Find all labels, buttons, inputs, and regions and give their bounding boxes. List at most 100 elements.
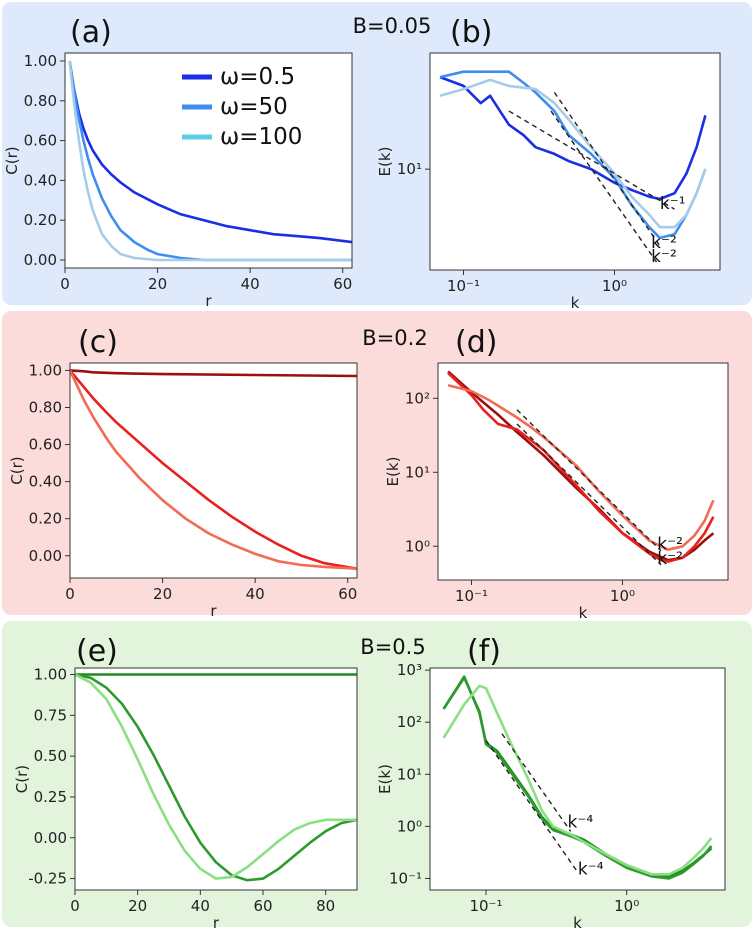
- series-group: [70, 369, 357, 570]
- slope-label-3: k⁻²: [651, 247, 677, 267]
- y-tick-label: 10⁰: [397, 817, 422, 835]
- plot-area: [430, 668, 725, 890]
- y-tick-label: 10⁻¹: [389, 869, 422, 887]
- x-axis-label: r: [210, 602, 217, 620]
- y-tick-label: 1.00: [29, 361, 62, 379]
- x-tick-label: 10⁻¹: [469, 897, 502, 915]
- slope-label-1: k⁻²: [657, 535, 683, 555]
- series-line-1: [68, 60, 352, 244]
- y-tick-label: 10²: [405, 389, 430, 407]
- y-tick-label: 0.40: [29, 473, 62, 491]
- y-axis-label: C(r): [13, 765, 31, 793]
- series-group: [75, 673, 357, 882]
- series-line-2: [447, 372, 715, 563]
- x-tick-label: 20: [148, 275, 167, 293]
- reference-line-2: [553, 91, 661, 247]
- series-line-3: [75, 673, 357, 880]
- slope-label-1: k⁻⁴: [568, 813, 594, 833]
- plot-area: [65, 53, 352, 268]
- chart-e-correlation: 0 20 40 60 80 -0.25 0.00 0.25 0.50 0.75 1.00 r C(r): [13, 666, 358, 929]
- chart-a-correlation: 0 20 40 60 0.00 0.20 0.40 0.60 0.80 1.00 r C(r) ω=0.…: [3, 52, 353, 310]
- y-tick-label: 0.40: [24, 171, 57, 189]
- y-axis-label: E(k): [384, 457, 402, 487]
- y-tick-label: 1.00: [34, 666, 67, 684]
- series-line-3: [439, 78, 707, 229]
- reference-line-1: [501, 733, 572, 832]
- slope-label-2: k⁻⁴: [578, 859, 604, 879]
- x-axis-label: r: [205, 292, 212, 310]
- row-title-b05: B=0.5: [360, 635, 425, 659]
- x-tick-label: 40: [241, 275, 260, 293]
- legend-label-3: ω=100: [220, 124, 302, 150]
- x-tick-label: 0: [60, 275, 70, 293]
- slope-label-2: k⁻²: [651, 233, 677, 253]
- y-tick-label: -0.25: [28, 870, 67, 888]
- chart-f-spectrum: k⁻⁴ k⁻⁴ 10⁻¹ 10⁰ 10⁻¹ 10⁰ 10¹ 10² 10³ k E(k): [376, 661, 726, 929]
- series-line-2: [442, 676, 713, 880]
- series-line-2: [75, 673, 357, 882]
- plot-area: [75, 668, 357, 890]
- axes-frame: [69, 362, 358, 579]
- legend-label-2: ω=50: [220, 94, 288, 120]
- x-tick-label: 10⁰: [610, 587, 635, 605]
- slope-label-1: k⁻¹: [660, 194, 686, 214]
- x-tick-label: 60: [333, 275, 352, 293]
- y-tick-label: 10³: [397, 661, 422, 679]
- y-tick-label: 0.50: [34, 747, 67, 765]
- y-tick-label: 10⁰: [405, 537, 430, 555]
- y-tick-label: 0.80: [29, 398, 62, 416]
- x-tick-label: 80: [316, 897, 335, 915]
- series-line-3: [70, 369, 357, 570]
- x-tick-label: 40: [246, 585, 265, 603]
- reference-line-1: [516, 409, 662, 552]
- axes-frame: [74, 667, 358, 891]
- y-tick-label: 10²: [397, 713, 422, 731]
- y-axis-label: C(r): [3, 146, 21, 174]
- y-tick-label: 10¹: [397, 765, 422, 783]
- x-tick-label: 10⁰: [614, 897, 639, 915]
- series-line-2: [439, 70, 707, 240]
- axes-frame: [429, 52, 721, 271]
- series-group: [68, 60, 352, 262]
- row-title-b02: B=0.2: [362, 326, 427, 350]
- x-tick-label: 60: [338, 585, 357, 603]
- x-axis-label: k: [573, 914, 582, 929]
- plot-area: [70, 363, 357, 578]
- x-tick-label: 20: [153, 585, 172, 603]
- chart-d-spectrum: k⁻²k⁻² 10⁻¹ 10⁰ 10⁰ 10¹ 10² k E(k): [384, 362, 729, 622]
- x-axis-label: r: [213, 914, 220, 929]
- panel-label-b: (b): [450, 15, 492, 50]
- x-tick-label: 10⁻¹: [455, 587, 488, 605]
- reference-line-3: [550, 110, 658, 263]
- legend: ω=0.5 ω=50 ω=100: [182, 64, 302, 150]
- x-axis-label: k: [579, 604, 588, 622]
- series-line-1: [70, 369, 357, 378]
- y-axis-label: E(k): [376, 764, 394, 794]
- series-group: [442, 675, 713, 880]
- series-line-3: [68, 60, 352, 262]
- series-group: [439, 70, 707, 263]
- panel-label-a: (a): [70, 15, 112, 50]
- y-tick-label: 0.80: [24, 92, 57, 110]
- y-tick-label: 0.00: [34, 829, 67, 847]
- series-line-2: [70, 369, 357, 570]
- y-tick-label: 0.20: [29, 510, 62, 528]
- y-tick-label: 10¹: [405, 463, 430, 481]
- y-axis-label: E(k): [376, 147, 394, 177]
- x-tick-label: 40: [191, 897, 210, 915]
- x-tick-label: 0: [65, 585, 75, 603]
- panel-label-c: (c): [78, 325, 118, 360]
- x-tick-label: 20: [128, 897, 147, 915]
- y-tick-label: 0.75: [34, 706, 67, 724]
- panel-label-e: (e): [76, 634, 118, 669]
- series-line-1: [439, 75, 707, 201]
- series-group: [447, 370, 715, 566]
- x-tick-label: 10⁻¹: [447, 277, 480, 295]
- axes-frame: [437, 362, 729, 581]
- axes-frame: [429, 667, 726, 891]
- panel-label-f: (f): [467, 634, 501, 669]
- x-tick-label: 0: [70, 897, 80, 915]
- y-tick-label: 0.60: [24, 132, 57, 150]
- y-tick-label: 0.60: [29, 436, 62, 454]
- slope-label-2: k⁻²: [657, 549, 683, 569]
